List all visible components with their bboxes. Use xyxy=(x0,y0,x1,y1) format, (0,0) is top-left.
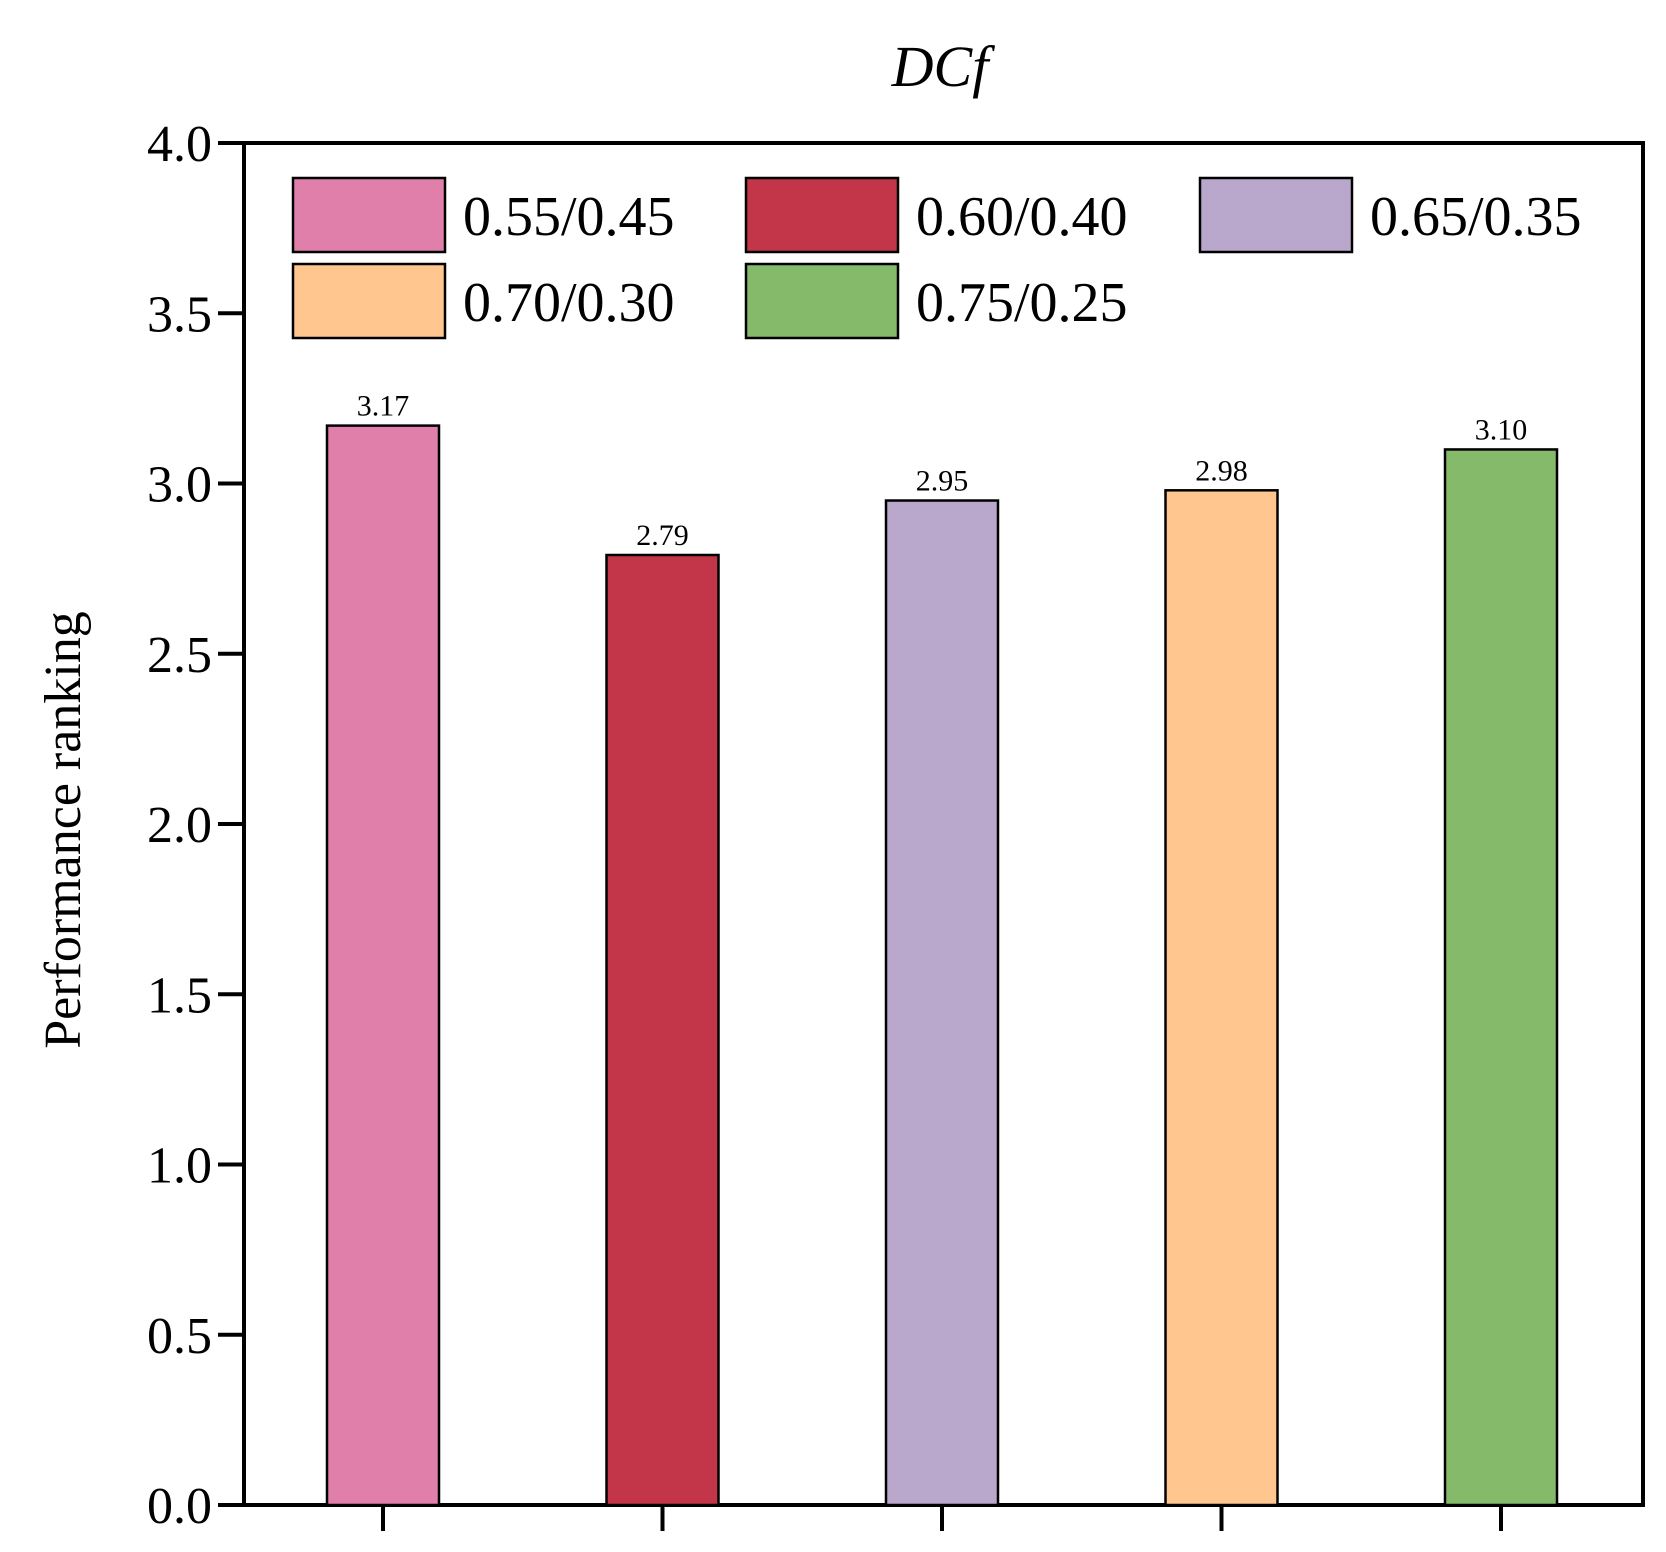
y-tick-label: 0.0 xyxy=(147,1478,212,1535)
bar-0.75-0.25 xyxy=(1443,448,1559,1507)
legend-label: 0.75/0.25 xyxy=(916,272,1128,334)
bar-0.55-0.45 xyxy=(325,424,441,1507)
bar-0.70-0.30 xyxy=(1164,489,1279,1507)
legend-label: 0.60/0.40 xyxy=(916,186,1128,248)
bar-value-label: 3.17 xyxy=(357,390,410,423)
y-tick-label: 2.0 xyxy=(147,797,212,854)
y-tick-label: 2.5 xyxy=(147,627,212,684)
x-axis xyxy=(381,1505,1503,1531)
y-axis-title: Performance ranking xyxy=(35,611,92,1048)
legend: 0.55/0.45 0.60/0.40 0.65/0.35 0.70/0.30 0.75… xyxy=(291,176,1582,340)
legend-swatch-0.55-0.45 xyxy=(291,176,447,254)
bar-value-label: 3.10 xyxy=(1475,413,1528,446)
y-tick-label: 0.5 xyxy=(147,1308,212,1365)
legend-swatch-0.65-0.35 xyxy=(1198,176,1354,254)
y-tick-label: 1.5 xyxy=(147,967,212,1024)
bar-0.65-0.35 xyxy=(884,499,1000,1507)
y-tick-label: 1.0 xyxy=(147,1138,212,1195)
legend-label: 0.55/0.45 xyxy=(463,186,675,248)
y-axis: 0.0 0.5 1.0 1.5 2.0 2.5 3.0 3.5 4.0 xyxy=(147,116,244,1535)
bar-value-label: 2.79 xyxy=(636,519,689,552)
chart-title: DCf xyxy=(891,34,996,99)
bar-value-labels: 3.17 2.79 2.95 2.98 3.10 xyxy=(357,390,1528,552)
y-tick-label: 4.0 xyxy=(147,116,212,173)
legend-label: 0.65/0.35 xyxy=(1370,186,1582,248)
legend-swatch-0.70-0.30 xyxy=(291,262,447,340)
y-tick-label: 3.5 xyxy=(147,286,212,343)
y-tick-label: 3.0 xyxy=(147,457,212,514)
bar-value-label: 2.98 xyxy=(1195,454,1248,487)
legend-swatch-0.60-0.40 xyxy=(744,176,900,254)
bar-value-label: 2.95 xyxy=(916,465,969,498)
bar-0.60-0.40 xyxy=(605,553,720,1507)
legend-label: 0.70/0.30 xyxy=(463,272,675,334)
legend-swatch-0.75-0.25 xyxy=(744,262,900,340)
bar-series xyxy=(325,424,1559,1507)
